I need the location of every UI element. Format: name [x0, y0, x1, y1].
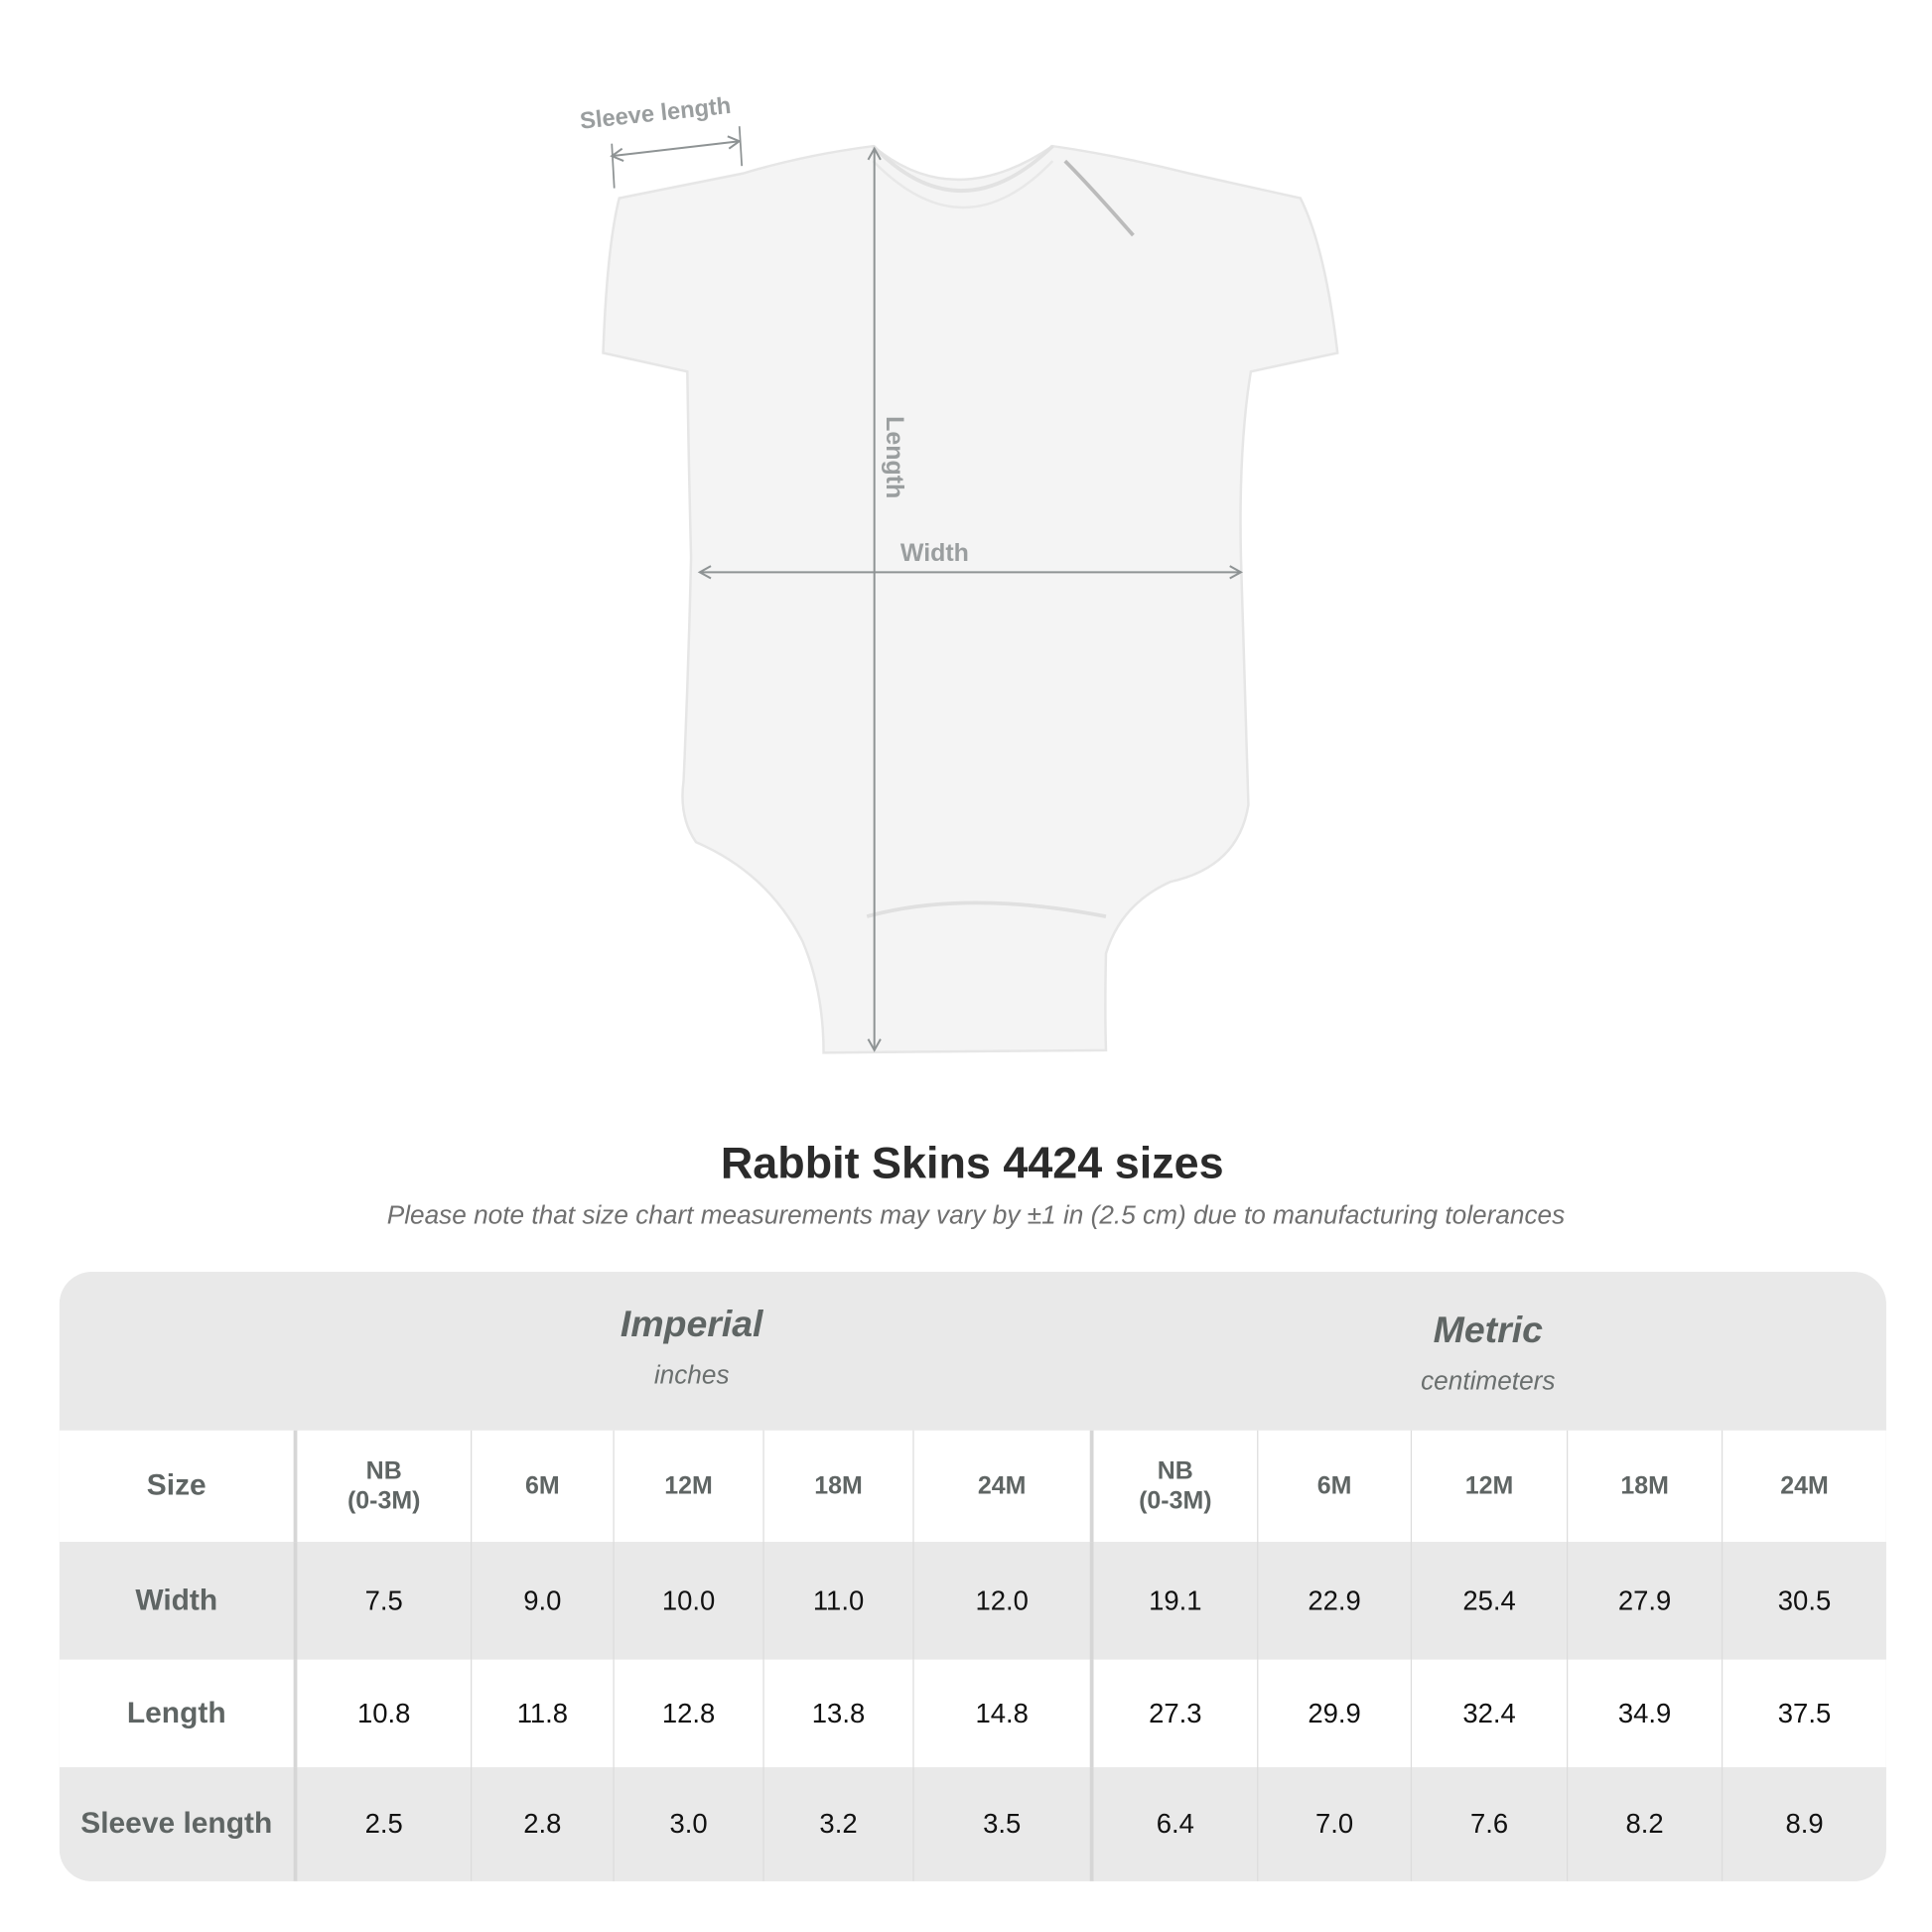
imperial-value: 3.5 [912, 1767, 1089, 1881]
unit-header-band: Imperial inches Metric centimeters [59, 1272, 1886, 1431]
metric-value: 8.2 [1567, 1767, 1722, 1881]
sleeve-arrow [610, 135, 742, 162]
imperial-unit: inches [653, 1360, 730, 1390]
onesie-diagram: Sleeve length Length Width [579, 93, 1339, 1054]
length-label: Length [881, 416, 908, 498]
imperial-value: 3.2 [762, 1767, 912, 1881]
imperial-value: 10.8 [293, 1659, 471, 1768]
metric-unit: centimeters [1421, 1367, 1556, 1396]
metric-value: 7.0 [1257, 1767, 1411, 1881]
imperial-value: 9.0 [471, 1542, 613, 1660]
size-header: 6M [1257, 1430, 1411, 1543]
row-label: Length [126, 1696, 226, 1730]
table-row: Width 7.5 9.0 10.0 11.0 12.0 19.1 22.9 25.4 27.9 3… [59, 1542, 1886, 1660]
size-label: Size [146, 1468, 207, 1503]
size-header-row: Size NB (0-3M) 6M 12M 18M 24M NB (0-3M) 6M 12M 18… [59, 1430, 1886, 1543]
imperial-title: Imperial [620, 1304, 763, 1345]
metric-value: 32.4 [1410, 1659, 1567, 1768]
size-header: 18M [762, 1430, 912, 1543]
sleeve-label: Sleeve length [579, 93, 733, 135]
imperial-value: 11.0 [762, 1542, 912, 1660]
size-header: 24M [1721, 1430, 1886, 1543]
metric-value: 7.6 [1410, 1767, 1567, 1881]
size-header: NB (0-3M) [1089, 1430, 1257, 1543]
size-header: 6M [471, 1430, 613, 1543]
onesie-body [602, 144, 1339, 1054]
tolerance-note: Please note that size chart measurements… [386, 1201, 1566, 1230]
imperial-value: 11.8 [471, 1659, 613, 1768]
size-header: 12M [613, 1430, 762, 1543]
metric-value: 34.9 [1567, 1659, 1722, 1768]
metric-value: 25.4 [1410, 1542, 1567, 1660]
imperial-value: 3.0 [613, 1767, 762, 1881]
imperial-value: 12.0 [912, 1542, 1089, 1660]
size-header: 18M [1567, 1430, 1722, 1543]
metric-title: Metric [1433, 1310, 1543, 1351]
imperial-value: 13.8 [762, 1659, 912, 1768]
metric-value: 27.3 [1089, 1659, 1257, 1768]
imperial-value: 2.8 [471, 1767, 613, 1881]
metric-value: 22.9 [1257, 1542, 1411, 1660]
table-row: Length 10.8 11.8 12.8 13.8 14.8 27.3 29.9 32.4 34… [59, 1659, 1886, 1768]
row-label: Width [135, 1583, 218, 1617]
table-row: Sleeve length 2.5 2.8 3.0 3.2 3.5 6.4 7.0 7.6 8.2… [59, 1767, 1886, 1881]
size-header: 12M [1410, 1430, 1567, 1543]
imperial-value: 14.8 [912, 1659, 1089, 1768]
size-header: 24M [912, 1430, 1089, 1543]
metric-value: 19.1 [1089, 1542, 1257, 1660]
metric-header: Metric centimeters [1090, 1311, 1886, 1397]
width-label: Width [900, 539, 969, 567]
imperial-value: 7.5 [293, 1542, 471, 1660]
imperial-value: 2.5 [293, 1767, 471, 1881]
imperial-header: Imperial inches [294, 1305, 1090, 1391]
imperial-value: 12.8 [613, 1659, 762, 1768]
row-label: Sleeve length [80, 1807, 273, 1841]
metric-value: 8.9 [1721, 1767, 1886, 1881]
imperial-value: 10.0 [613, 1542, 762, 1660]
metric-value: 30.5 [1721, 1542, 1886, 1660]
metric-value: 29.9 [1257, 1659, 1411, 1768]
metric-value: 27.9 [1567, 1542, 1722, 1660]
metric-value: 6.4 [1089, 1767, 1257, 1881]
page-title: Rabbit Skins 4424 sizes [720, 1137, 1224, 1188]
metric-value: 37.5 [1721, 1659, 1886, 1768]
size-table: Imperial inches Metric centimeters Size N… [59, 1272, 1886, 1881]
size-header: NB (0-3M) [293, 1430, 471, 1543]
